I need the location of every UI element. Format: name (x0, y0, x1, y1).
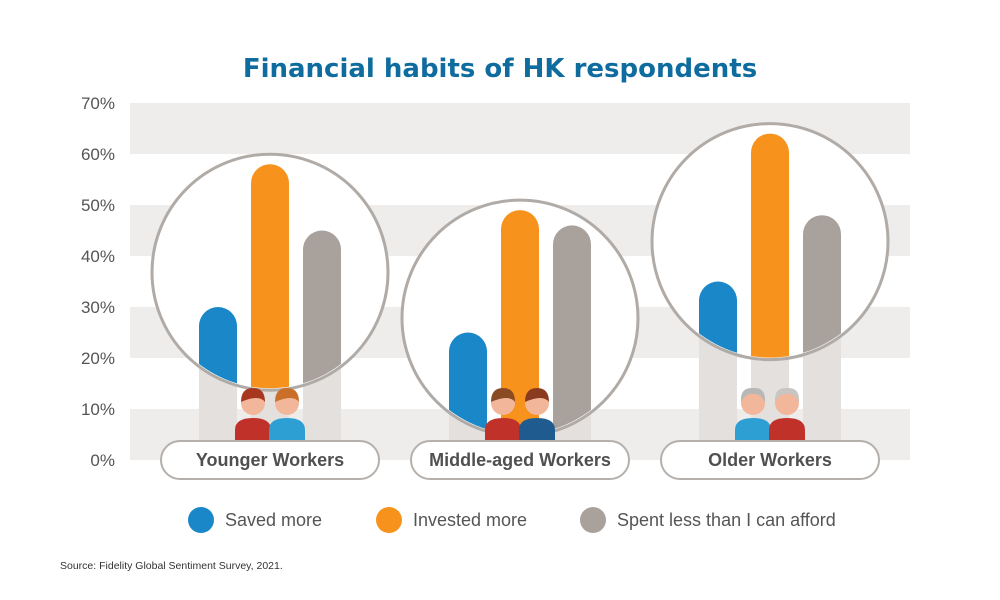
older-workers-icon (735, 387, 805, 440)
legend-item: Saved more (188, 507, 322, 533)
y-tick-label: 20% (81, 349, 115, 368)
bar-spent-less-than-i-can-afford-0 (303, 230, 341, 389)
y-tick-label: 30% (81, 298, 115, 317)
group-2: Older Workers (650, 122, 890, 480)
middle-aged-workers-icon (485, 388, 555, 440)
legend-label: Spent less than I can afford (617, 510, 836, 530)
bar-saved-more-2 (699, 281, 737, 358)
category-pill (410, 440, 630, 480)
legend: Saved more Invested more Spent less than I… (188, 507, 836, 533)
y-tick-label: 0% (90, 451, 115, 470)
y-tick-label: 10% (81, 400, 115, 419)
group-1: Middle-aged Workers (400, 198, 640, 480)
legend-swatch (188, 507, 214, 533)
y-tick-label: 40% (81, 247, 115, 266)
legend-swatch (376, 507, 402, 533)
younger-workers-icon (235, 388, 305, 440)
highlight-circle (650, 122, 890, 362)
y-axis: 0% 10% 20% 30% 40% 50% 60% 70% (81, 94, 115, 470)
bar-invested-more-0 (251, 164, 289, 389)
y-tick-label: 50% (81, 196, 115, 215)
source-note: Source: Fidelity Global Sentiment Survey… (60, 560, 283, 572)
group-0: Younger Workers (150, 152, 390, 480)
category-label: Younger Workers (196, 450, 344, 470)
category-pill (160, 440, 380, 480)
category-pill (660, 440, 880, 480)
legend-swatch (580, 507, 606, 533)
bar-groups: Younger Workers Middle-aged Workers Older … (150, 122, 890, 480)
y-tick-label: 60% (81, 145, 115, 164)
chart-title: Financial habits of HK respondents (243, 54, 757, 84)
legend-label: Saved more (225, 510, 322, 530)
bar-invested-more-2 (751, 133, 789, 358)
legend-item: Invested more (376, 507, 527, 533)
legend-item: Spent less than I can afford (580, 507, 836, 533)
legend-label: Invested more (413, 510, 527, 530)
bar-spent-less-than-i-can-afford-1 (553, 225, 591, 435)
y-tick-label: 70% (81, 94, 115, 113)
category-label: Older Workers (708, 450, 832, 470)
category-label: Middle-aged Workers (429, 450, 611, 470)
highlight-circle (150, 152, 390, 392)
bar-spent-less-than-i-can-afford-2 (803, 215, 841, 358)
